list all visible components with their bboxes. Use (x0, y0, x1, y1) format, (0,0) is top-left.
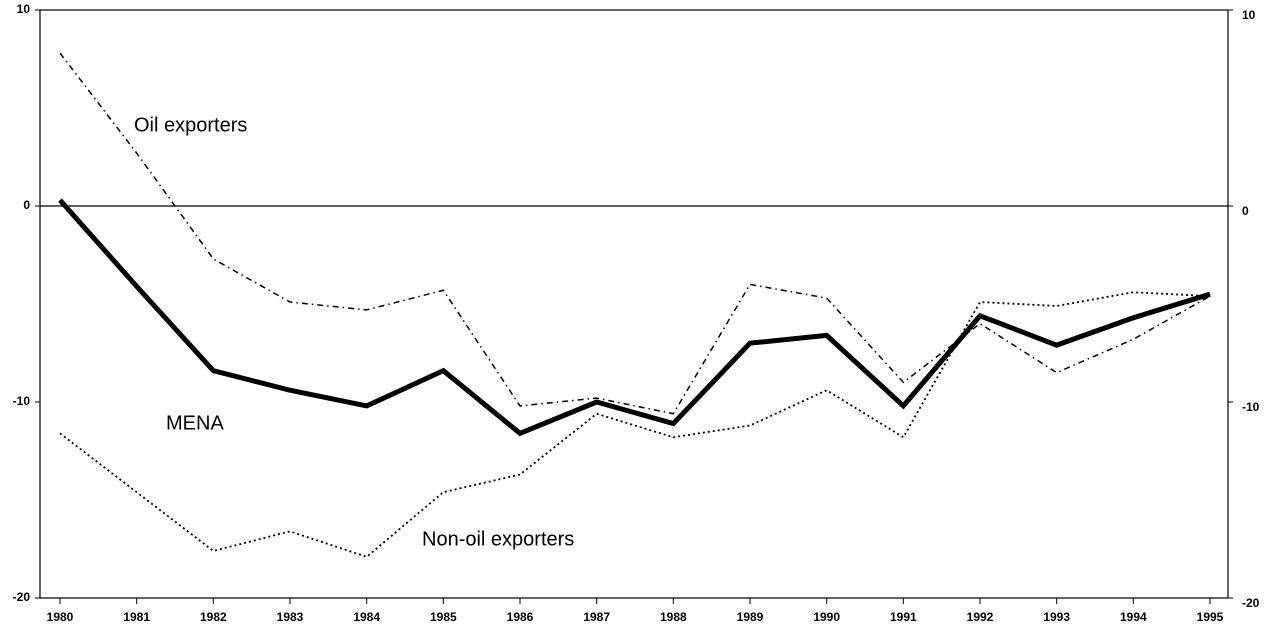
series-label: MENA (166, 412, 224, 434)
x-tick-label: 1980 (47, 610, 74, 624)
plot-frame (39, 9, 1229, 599)
x-tick-label: 1989 (737, 610, 764, 624)
y-tick-label: 0 (23, 198, 30, 212)
y2-tick-label: -10 (1242, 400, 1260, 414)
x-tick-label: 1985 (430, 610, 457, 624)
y2-tick-label: 10 (1242, 8, 1256, 22)
x-tick-label: 1982 (200, 610, 227, 624)
x-tick-label: 1991 (890, 610, 917, 624)
series-label: Oil exporters (134, 114, 247, 136)
series-line (59, 52, 1211, 415)
x-tick-label: 1988 (660, 610, 687, 624)
x-tick-label: 1987 (583, 610, 610, 624)
series-label: Non-oil exporters (422, 528, 574, 550)
y2-tick-label: -20 (1242, 596, 1260, 610)
x-tick-label: 1986 (507, 610, 534, 624)
series-line (58, 198, 1211, 437)
y-tick-label: -10 (13, 394, 31, 408)
x-tick-label: 1984 (353, 610, 380, 624)
series-line (59, 291, 1211, 558)
x-tick-label: 1993 (1043, 610, 1070, 624)
y-tick-label: 10 (17, 2, 31, 16)
x-tick-label: 1995 (1197, 610, 1224, 624)
y2-tick-label: 0 (1242, 204, 1249, 218)
y-tick-label: -20 (13, 590, 31, 604)
x-tick-label: 1992 (967, 610, 994, 624)
x-tick-label: 1981 (123, 610, 150, 624)
x-tick-label: 1990 (813, 610, 840, 624)
x-tick-label: 1994 (1120, 610, 1147, 624)
x-tick-label: 1983 (277, 610, 304, 624)
